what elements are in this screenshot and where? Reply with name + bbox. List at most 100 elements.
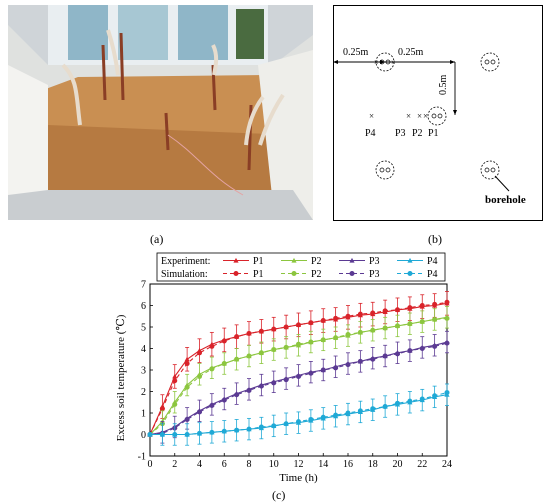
data-point-p3-simulation	[271, 380, 277, 386]
borehole-circle	[375, 160, 395, 180]
data-point-p3-simulation	[357, 358, 363, 364]
x-tick-label: 18	[368, 459, 378, 470]
point-label-p3: P3	[395, 128, 406, 139]
y-tick-label: 7	[141, 280, 146, 291]
data-point-p1-simulation	[357, 311, 363, 317]
point-marker-p4: ×	[369, 111, 374, 121]
data-point-p2-simulation	[345, 332, 351, 338]
data-point-p4-simulation	[444, 390, 450, 396]
point-marker-p2: ×	[417, 111, 422, 121]
data-point-p4-simulation	[234, 427, 240, 433]
data-point-p1-simulation	[444, 299, 450, 305]
data-point-p2-simulation	[258, 350, 264, 356]
data-point-p3-simulation	[258, 383, 264, 389]
data-point-p2-simulation	[184, 384, 190, 390]
data-point-p3-experiment	[349, 257, 355, 263]
data-point-p3-simulation	[184, 416, 190, 422]
point-label-p4: P4	[365, 128, 376, 139]
data-point-p4-simulation	[246, 426, 252, 432]
data-point-p4-simulation	[296, 419, 301, 425]
data-point-p1-simulation	[184, 361, 190, 367]
data-point-p2-simulation	[395, 323, 400, 329]
x-axis-label: Time (h)	[279, 472, 318, 484]
data-point-p4-simulation	[345, 410, 351, 416]
data-point-p3-simulation	[246, 387, 252, 393]
x-tick-label: 6	[222, 459, 227, 470]
data-point-p1-experiment	[172, 373, 178, 379]
borehole-circle	[480, 52, 500, 72]
data-point-p4-simulation	[172, 432, 178, 437]
y-tick-label: 6	[141, 301, 146, 312]
data-point-p2-simulation	[209, 366, 215, 372]
data-point-p1-simulation	[233, 271, 239, 276]
data-point-p1-simulation	[159, 406, 165, 412]
data-point-p1-simulation	[345, 313, 351, 319]
data-point-p3-simulation	[234, 392, 240, 398]
legend-entry-p1-simulation: P1	[253, 269, 264, 280]
point-label-p2: P2	[412, 128, 423, 139]
borehole-pointer	[494, 175, 510, 192]
data-point-p3-simulation	[333, 365, 339, 371]
data-point-p4-simulation	[432, 393, 438, 399]
panel-label-b: (b)	[428, 232, 442, 246]
x-tick-label: 10	[269, 459, 279, 470]
legend-entry-p4-experiment: P4	[427, 256, 438, 267]
data-point-p3-simulation	[407, 348, 413, 354]
data-point-p4-simulation	[221, 428, 227, 434]
data-point-p1-simulation	[271, 326, 277, 332]
data-point-p1-simulation	[370, 310, 376, 316]
data-point-p2-simulation	[407, 321, 413, 327]
data-point-p3-simulation	[221, 397, 227, 403]
panel-label-a: (a)	[150, 232, 164, 246]
x-tick-label: 4	[197, 459, 202, 470]
borehole-label: borehole	[485, 194, 526, 206]
panel-label-c: (c)	[272, 488, 286, 502]
data-point-p1-simulation	[407, 305, 413, 311]
y-tick-label: 0	[141, 430, 146, 441]
data-point-p1-simulation	[258, 328, 264, 334]
data-point-p3-simulation	[209, 402, 215, 408]
data-point-p4-simulation	[407, 398, 413, 404]
data-point-p4-simulation	[308, 416, 314, 422]
data-point-p1-simulation	[246, 330, 252, 336]
data-point-p4-simulation	[271, 423, 277, 429]
legend-entry-p3-experiment: P3	[369, 256, 380, 267]
borehole-layout-diagram: 0.25m 0.25m 0.5m × × × × × × P4 P3 P2 P1…	[333, 5, 543, 221]
data-point-p3-simulation	[345, 362, 351, 368]
x-tick-label: 24	[442, 459, 452, 470]
data-point-p1-simulation	[221, 338, 227, 344]
data-point-p3-simulation	[395, 351, 400, 357]
data-point-p4-simulation	[159, 432, 165, 437]
data-point-p4-simulation	[283, 421, 289, 427]
data-point-p4-simulation	[147, 432, 153, 437]
legend-box	[156, 252, 446, 282]
data-point-p1-simulation	[419, 303, 425, 308]
data-point-p3-simulation	[296, 373, 301, 379]
data-point-p1-simulation	[308, 320, 314, 326]
data-point-p2-simulation	[444, 315, 450, 321]
x-tick-label: 20	[393, 459, 403, 470]
point-marker-p1: ×	[423, 111, 428, 121]
data-point-p4-simulation	[258, 424, 264, 430]
data-point-p1-simulation	[333, 315, 339, 321]
data-point-p2-simulation	[370, 327, 376, 333]
sandbox-photo	[8, 5, 313, 220]
svg-text:×: ×	[374, 58, 379, 67]
y-tick-label: 3	[141, 366, 146, 377]
data-point-p2-experiment	[291, 257, 297, 263]
data-point-p4-simulation	[407, 271, 413, 276]
data-point-p4-experiment	[407, 257, 413, 263]
legend-entry-p3-simulation: P3	[369, 269, 380, 280]
data-point-p2-simulation	[296, 341, 301, 347]
data-point-p2-simulation	[234, 356, 240, 362]
data-point-p1-experiment	[233, 257, 239, 263]
data-point-p4-simulation	[197, 430, 202, 436]
data-point-p2-simulation	[432, 316, 438, 322]
legend-entry-p4-simulation: P4	[427, 269, 438, 280]
y-tick-label: 5	[141, 323, 146, 334]
data-point-p4-simulation	[395, 400, 400, 406]
data-point-p4-simulation	[320, 414, 326, 420]
y-tick-label: 4	[141, 344, 146, 355]
x-tick-label: 2	[172, 459, 177, 470]
